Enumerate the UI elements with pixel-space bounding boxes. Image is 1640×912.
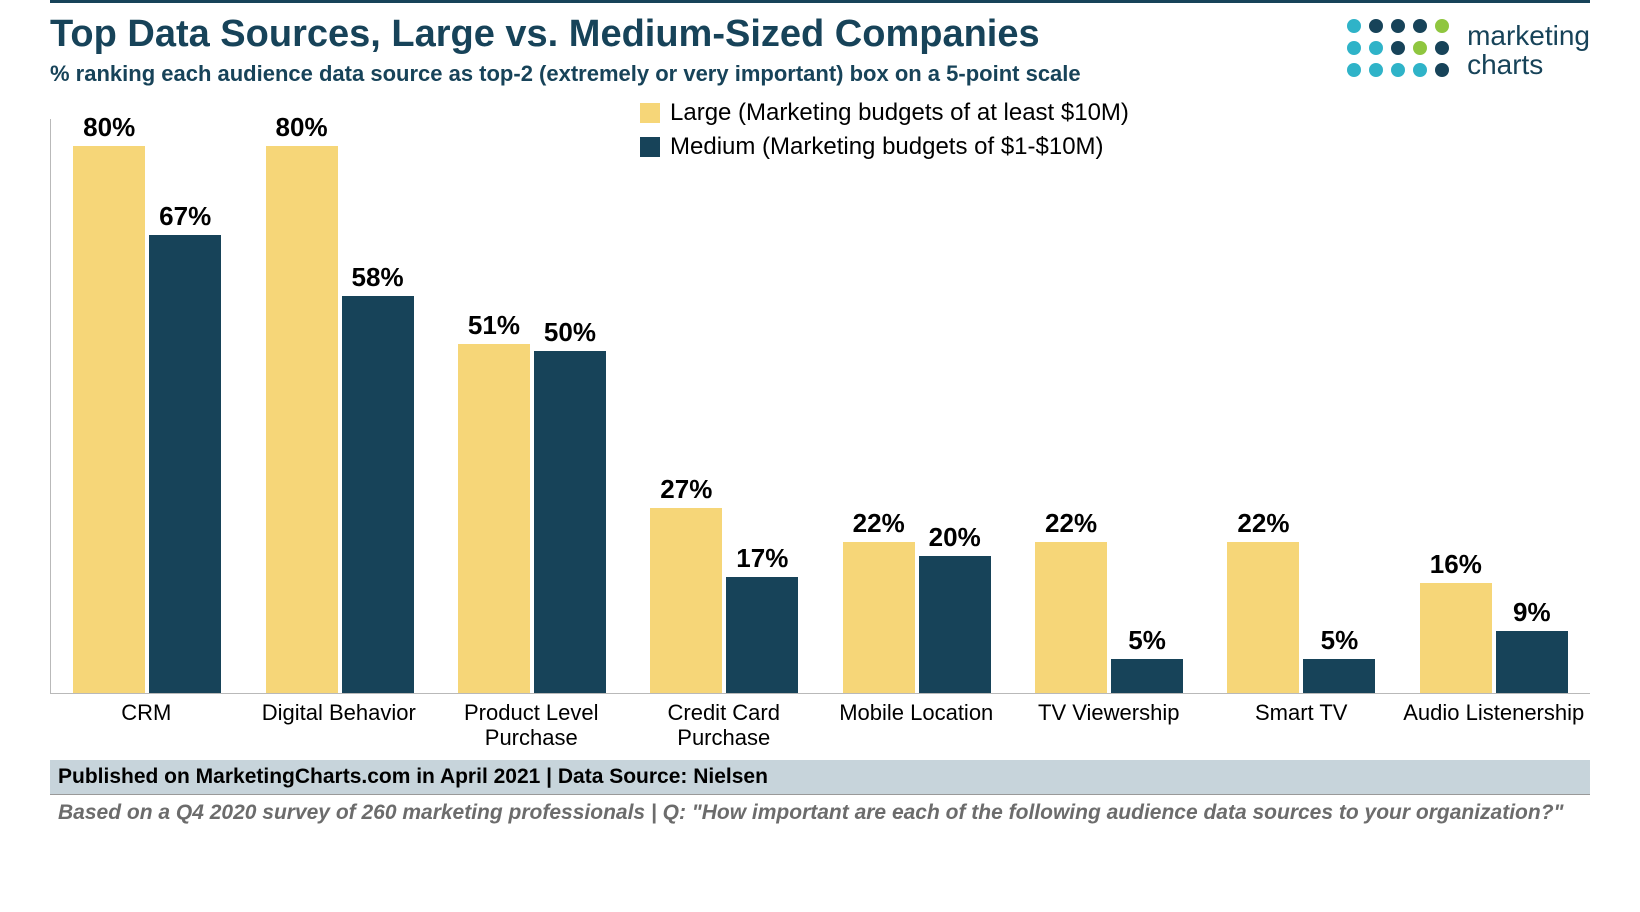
bar-value-label: 22% (1045, 508, 1097, 539)
bar-value-label: 80% (276, 112, 328, 143)
x-axis-label: CRM (50, 694, 243, 754)
bar-value-label: 51% (468, 310, 520, 341)
methodology-line: Based on a Q4 2020 survey of 260 marketi… (50, 794, 1590, 831)
bar-large: 51% (458, 344, 530, 693)
bar-large: 22% (1035, 542, 1107, 692)
bar-value-label: 20% (929, 522, 981, 553)
bar-group: 51%50% (436, 119, 628, 693)
bar-value-label: 50% (544, 317, 596, 348)
bar-value-label: 5% (1128, 625, 1166, 656)
bar-value-label: 5% (1321, 625, 1359, 656)
chart-area: Large (Marketing budgets of at least $10… (50, 99, 1590, 754)
x-axis-label: TV Viewership (1013, 694, 1206, 754)
header: Top Data Sources, Large vs. Medium-Sized… (50, 13, 1590, 87)
bar-group: 22%5% (1205, 119, 1397, 693)
x-axis-label: Product Level Purchase (435, 694, 628, 754)
bar-group: 80%58% (243, 119, 435, 693)
bar-large: 16% (1420, 583, 1492, 692)
bar-group: 27%17% (628, 119, 820, 693)
bar-group: 22%20% (821, 119, 1013, 693)
x-axis-labels: CRMDigital BehaviorProduct Level Purchas… (50, 694, 1590, 754)
logo-text: marketing charts (1467, 21, 1590, 80)
title-block: Top Data Sources, Large vs. Medium-Sized… (50, 13, 1347, 87)
x-axis-label: Smart TV (1205, 694, 1398, 754)
x-axis-label: Audio Listenership (1398, 694, 1591, 754)
bar-value-label: 27% (660, 474, 712, 505)
bar-value-label: 22% (853, 508, 905, 539)
bar-group: 16%9% (1398, 119, 1590, 693)
bar-value-label: 67% (159, 201, 211, 232)
bar-large: 22% (1227, 542, 1299, 692)
bar-medium: 5% (1303, 659, 1375, 693)
bar-value-label: 80% (83, 112, 135, 143)
bar-value-label: 16% (1430, 549, 1482, 580)
publication-line: Published on MarketingCharts.com in Apri… (50, 760, 1590, 794)
bar-group: 80%67% (51, 119, 243, 693)
footer: Published on MarketingCharts.com in Apri… (50, 760, 1590, 831)
x-axis-label: Digital Behavior (243, 694, 436, 754)
bar-medium: 58% (342, 296, 414, 692)
x-axis-label: Credit Card Purchase (628, 694, 821, 754)
bar-medium: 20% (919, 556, 991, 693)
bar-value-label: 17% (736, 543, 788, 574)
chart-subtitle: % ranking each audience data source as t… (50, 61, 1347, 87)
chart-container: Top Data Sources, Large vs. Medium-Sized… (50, 0, 1590, 831)
bar-medium: 67% (149, 235, 221, 693)
bar-large: 27% (650, 508, 722, 693)
bar-medium: 50% (534, 351, 606, 693)
bar-large: 22% (843, 542, 915, 692)
bar-group: 22%5% (1013, 119, 1205, 693)
x-axis-label: Mobile Location (820, 694, 1013, 754)
chart-title: Top Data Sources, Large vs. Medium-Sized… (50, 13, 1347, 57)
bar-value-label: 22% (1237, 508, 1289, 539)
plot-area: 80%67%80%58%51%50%27%17%22%20%22%5%22%5%… (50, 119, 1590, 694)
bar-medium: 9% (1496, 631, 1568, 693)
logo-dots-icon (1347, 19, 1453, 81)
marketingcharts-logo: marketing charts (1347, 13, 1590, 81)
bar-value-label: 58% (352, 262, 404, 293)
bar-medium: 17% (726, 577, 798, 693)
bar-value-label: 9% (1513, 597, 1551, 628)
bar-medium: 5% (1111, 659, 1183, 693)
bar-large: 80% (266, 146, 338, 693)
bar-large: 80% (73, 146, 145, 693)
